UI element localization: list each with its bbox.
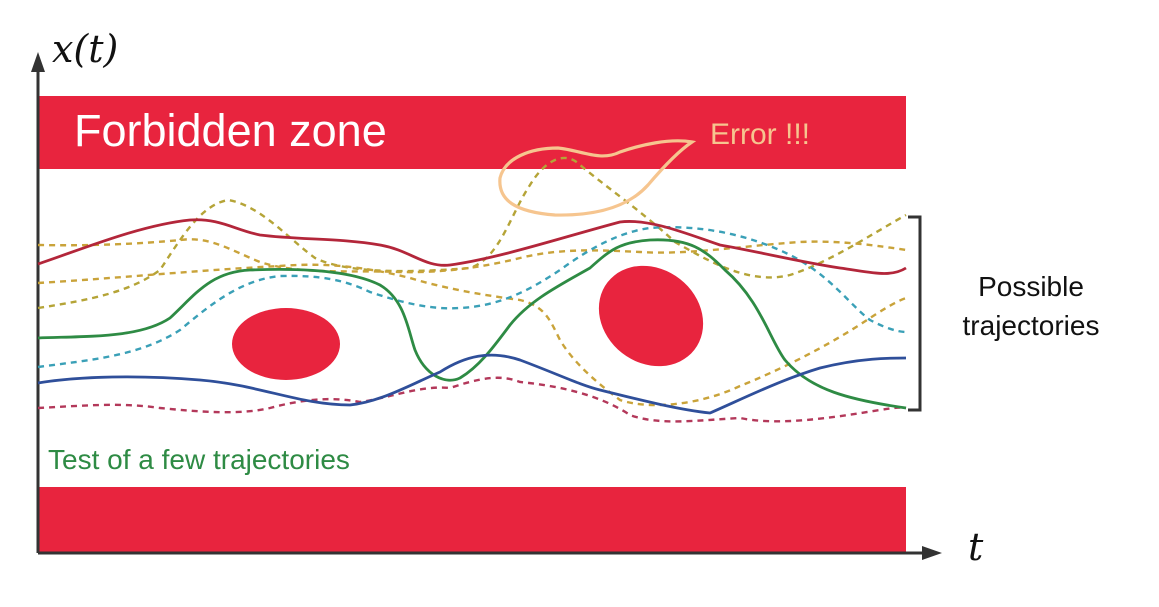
trajectory-red-solid bbox=[37, 218, 907, 275]
error-label: Error !!! bbox=[710, 118, 810, 151]
x-axis-label: t bbox=[968, 525, 984, 569]
trajectories-bracket bbox=[908, 215, 922, 412]
forbidden-zone-label: Forbidden zone bbox=[74, 105, 387, 156]
forbidden-zone-top bbox=[38, 96, 906, 169]
y-axis-label: x(t) bbox=[52, 27, 118, 71]
error-loop bbox=[498, 139, 697, 217]
x-axis-arrow bbox=[922, 546, 942, 560]
trajectory-teal-dashed bbox=[37, 225, 907, 369]
trajectory-maroon-dashed bbox=[37, 376, 907, 423]
test-trajectories-label: Test of a few trajectories bbox=[48, 444, 350, 475]
y-axis-arrow bbox=[31, 52, 45, 72]
forbidden-zone-bottom bbox=[38, 487, 906, 553]
obstacle-right bbox=[598, 265, 704, 367]
possible-trajectories-label-line1: Possible bbox=[978, 271, 1084, 302]
trajectory-blue-solid bbox=[37, 353, 907, 415]
trajectory-olive-dashed-2 bbox=[37, 238, 907, 274]
possible-trajectories-label-line2: trajectories bbox=[963, 310, 1100, 341]
trajectory-olive-dashed-3 bbox=[37, 263, 907, 407]
obstacle-left bbox=[232, 308, 340, 380]
trajectory-olive-dashed-1 bbox=[37, 156, 907, 310]
